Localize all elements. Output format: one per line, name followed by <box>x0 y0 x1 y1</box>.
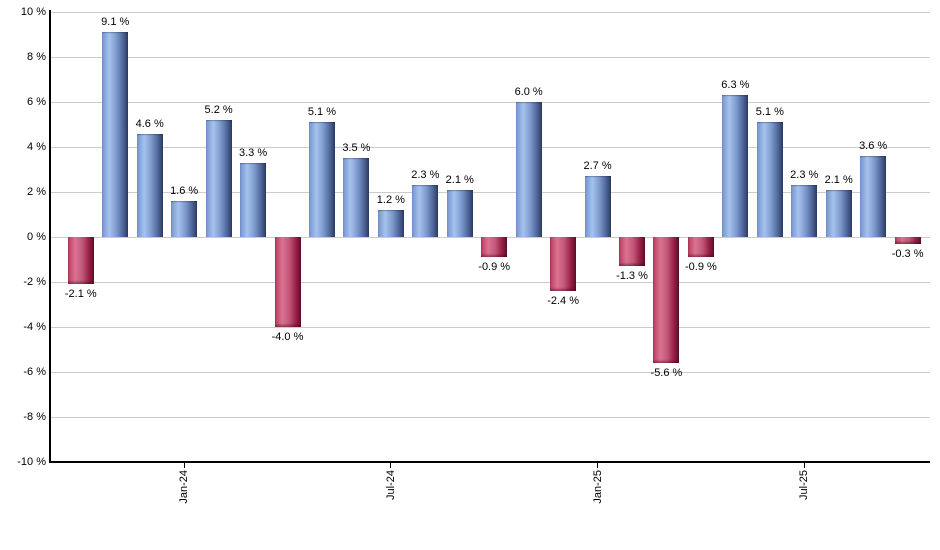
y-tick-label: -4 % <box>23 321 46 333</box>
y-tick-label: 6 % <box>27 96 46 108</box>
bar-value-label: 2.3 % <box>790 169 819 182</box>
bar-value-label: 3.3 % <box>238 146 268 159</box>
bar <box>619 237 645 267</box>
bar <box>412 185 439 237</box>
x-tick-label: Jul-25 <box>798 470 811 500</box>
bar <box>515 102 542 237</box>
y-tick-label: -10 % <box>17 456 46 468</box>
y-grid-line <box>50 191 930 193</box>
bar-value-label: 1.2 % <box>376 194 405 206</box>
bar-value-label: 3.6 % <box>859 140 888 152</box>
y-grid-line <box>50 326 930 328</box>
bar-value-label: -2.4 % <box>547 295 579 307</box>
y-grid-line <box>50 416 930 418</box>
y-grid-line <box>50 101 930 103</box>
bar <box>67 237 94 285</box>
bar <box>274 237 301 327</box>
bar <box>550 237 577 291</box>
bar-value-label: 3.5 % <box>342 142 371 155</box>
y-tick-label: 0 % <box>27 231 46 243</box>
x-tick-label: Jul-24 <box>384 470 397 500</box>
bar-value-label: 5.1 % <box>755 106 784 119</box>
bar-value-label: 5.2 % <box>204 104 233 116</box>
y-tick-label: -2 % <box>23 276 46 288</box>
bar-value-label: 4.6 % <box>135 117 164 130</box>
bar-value-label: -0.9 % <box>684 261 717 274</box>
bar-value-label: 2.1 % <box>824 173 853 186</box>
bar <box>722 95 749 237</box>
bar <box>171 201 198 237</box>
x-tick-mark <box>803 462 805 468</box>
x-tick-mark <box>183 462 185 468</box>
bar <box>481 237 508 258</box>
x-axis-line <box>49 461 930 463</box>
bar <box>102 32 129 237</box>
x-tick-mark <box>597 462 599 468</box>
y-tick-label: -8 % <box>23 411 46 423</box>
bar <box>205 120 232 237</box>
y-tick-label: 8 % <box>27 51 46 63</box>
bar-value-label: 6.3 % <box>721 79 750 92</box>
y-grid-line <box>50 11 930 13</box>
x-tick-mark <box>390 462 392 468</box>
bar-value-label: -1.3 % <box>616 270 648 283</box>
y-grid-line <box>50 281 930 283</box>
bar-value-label: -0.9 % <box>478 261 511 274</box>
bar <box>136 133 163 237</box>
bar-value-label: 9.1 % <box>101 16 130 29</box>
bar <box>343 158 370 237</box>
bar <box>756 122 783 237</box>
bar <box>825 189 852 237</box>
bar-value-label: -0.3 % <box>891 247 924 260</box>
x-tick-label: Jan-25 <box>591 470 604 504</box>
bar <box>894 237 921 244</box>
bar <box>308 122 335 237</box>
y-grid-line <box>50 371 930 373</box>
y-grid-line <box>50 146 930 148</box>
bar-value-label: 2.7 % <box>583 160 612 173</box>
bar-value-label: 2.1 % <box>445 173 474 186</box>
y-tick-label: 2 % <box>27 186 46 198</box>
bar <box>687 237 714 258</box>
bar <box>860 156 887 237</box>
bar-value-label: -2.1 % <box>64 288 97 301</box>
y-axis-line <box>49 10 51 463</box>
bar <box>653 237 680 363</box>
bar <box>446 189 473 237</box>
bar <box>377 210 404 237</box>
y-tick-label: 10 % <box>20 6 46 18</box>
bar <box>240 162 267 237</box>
y-tick-label: -6 % <box>23 366 46 378</box>
bar-value-label: -5.6 % <box>650 367 683 379</box>
bar <box>791 185 818 237</box>
bar-value-label: 5.1 % <box>307 106 336 119</box>
bar-value-label: 1.6 % <box>170 185 199 197</box>
x-tick-label: Jan-24 <box>178 470 191 504</box>
bar-value-label: -4.0 % <box>271 331 304 343</box>
bar-value-label: 6.0 % <box>514 86 543 98</box>
y-grid-line <box>50 56 930 58</box>
y-tick-label: 4 % <box>27 141 46 153</box>
bar-value-label: 2.3 % <box>411 169 440 182</box>
bar <box>584 176 611 237</box>
